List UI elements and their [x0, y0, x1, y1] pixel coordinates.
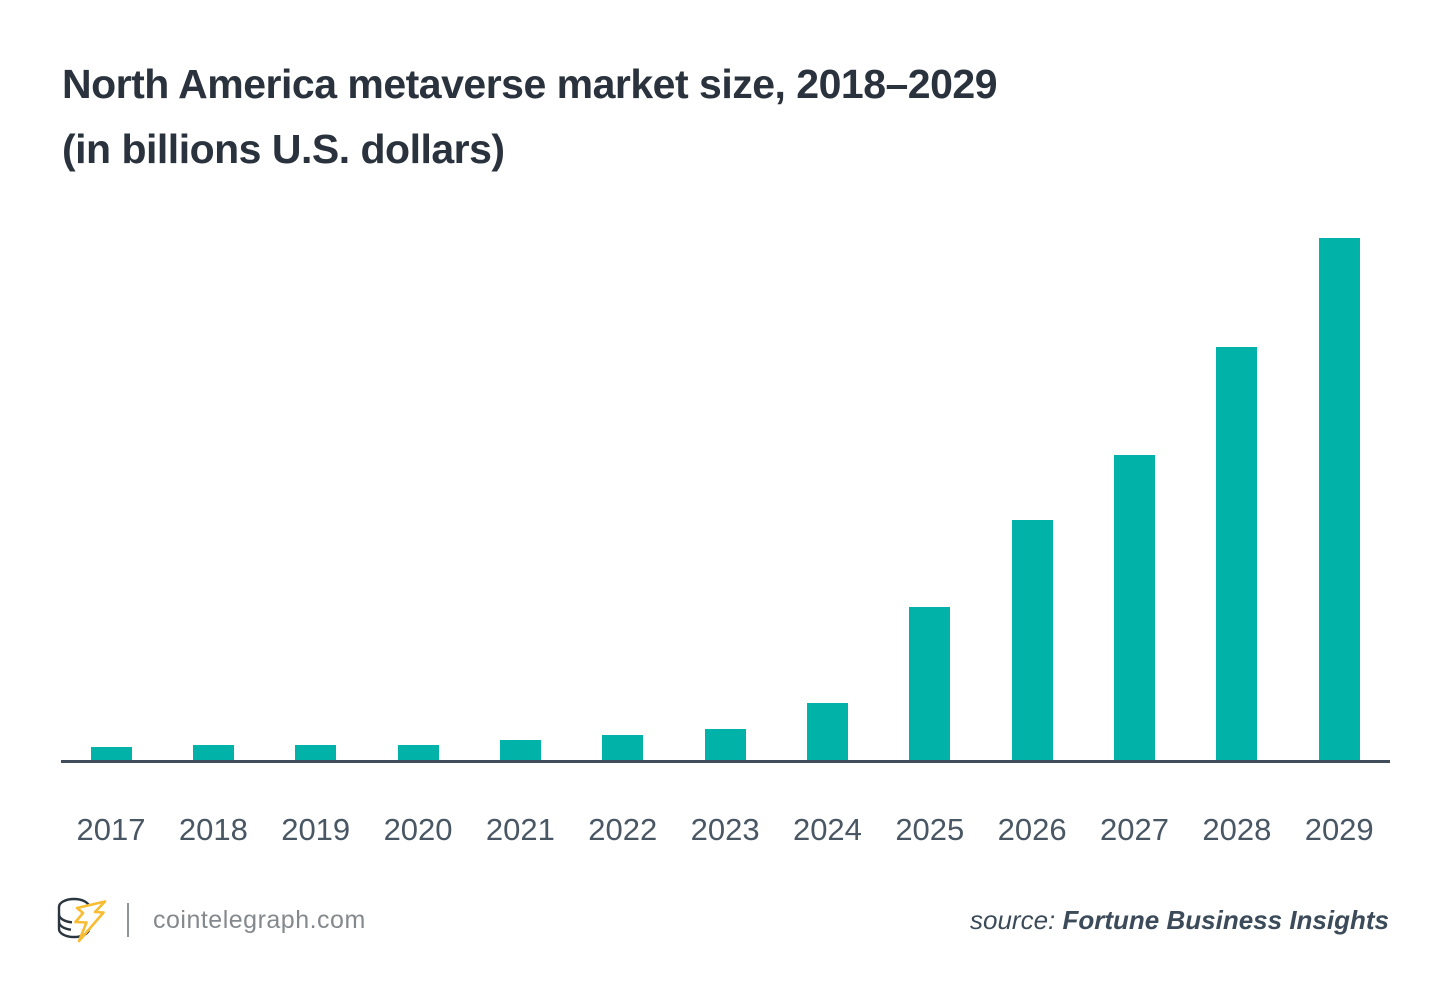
bar-2017: [90, 747, 132, 761]
chart-title-line2: (in billions U.S. dollars): [62, 126, 505, 172]
x-tick-label-2025: 2025: [895, 812, 965, 847]
bar-2028: [1216, 347, 1258, 761]
bar-2026: [1011, 520, 1053, 761]
x-tick-label-2020: 2020: [383, 812, 453, 847]
x-tick-label-2021: 2021: [485, 812, 555, 847]
x-tick-label-2028: 2028: [1202, 812, 1272, 847]
bar-2025: [909, 607, 951, 761]
bar-2022: [602, 735, 644, 761]
bar-2021: [499, 740, 541, 761]
x-tick-label-2018: 2018: [178, 812, 248, 847]
footer-divider: [127, 903, 129, 937]
source-attribution: source: Fortune Business Insights: [970, 905, 1389, 936]
x-tick-label-2027: 2027: [1100, 812, 1169, 847]
bar-2019: [295, 745, 337, 761]
cointelegraph-logo-icon: [57, 897, 107, 943]
bar-2024: [806, 703, 848, 761]
x-axis-line: [61, 760, 1390, 763]
x-tick-label-2022: 2022: [588, 812, 658, 847]
x-tick-label-2024: 2024: [792, 812, 862, 847]
bar-2018: [192, 745, 234, 761]
chart-title-line1: North America metaverse market size, 201…: [62, 61, 998, 107]
source-label: source:: [970, 905, 1063, 935]
bar-2027: [1114, 455, 1155, 761]
x-tick-label-2023: 2023: [690, 812, 760, 847]
x-tick-label-2029: 2029: [1304, 812, 1374, 847]
source-name: Fortune Business Insights: [1062, 905, 1390, 935]
bar-2020: [397, 745, 439, 761]
x-tick-label-2026: 2026: [997, 812, 1067, 847]
x-tick-label-2017: 2017: [76, 812, 146, 847]
x-tick-label-2019: 2019: [281, 812, 351, 847]
bar-2029: [1318, 238, 1360, 761]
bar-2023: [704, 729, 746, 761]
chart-title: North America metaverse market size, 201…: [62, 52, 998, 182]
brand-url-text: cointelegraph.com: [153, 906, 366, 934]
